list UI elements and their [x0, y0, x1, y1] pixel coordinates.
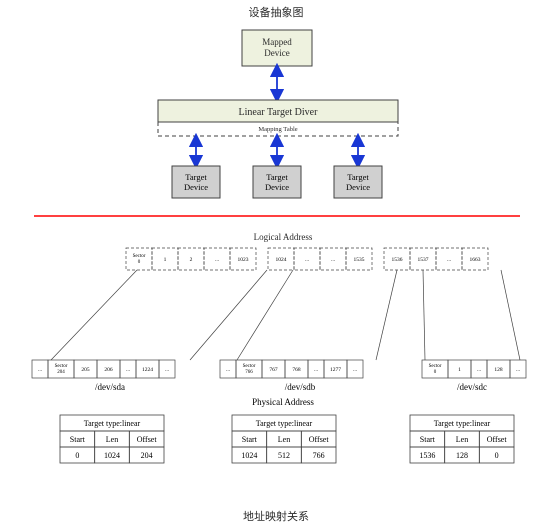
- svg-text:...: ...: [516, 367, 521, 373]
- cell: [48, 360, 74, 378]
- dev-sda-row: ... Sector204 205 206... 1224...: [32, 360, 175, 378]
- mapping-table-label: Mapping Table: [258, 126, 297, 133]
- svg-text:Offset: Offset: [487, 435, 508, 444]
- svg-text:Start: Start: [242, 435, 258, 444]
- svg-text:128: 128: [494, 367, 503, 373]
- svg-text:Sector0: Sector0: [133, 254, 146, 265]
- svg-text:1024: 1024: [104, 451, 120, 460]
- svg-text:766: 766: [313, 451, 325, 460]
- physical-address-label: Physical Address: [252, 397, 314, 407]
- svg-text:Target type:linear: Target type:linear: [434, 419, 491, 428]
- svg-text:1: 1: [164, 257, 167, 263]
- svg-text:Sector0: Sector0: [429, 364, 442, 375]
- svg-text:Start: Start: [420, 435, 436, 444]
- svg-text:767: 767: [269, 367, 278, 373]
- title-bottom: 地址映射关系: [243, 509, 309, 523]
- dev-sdb-row: ... Sector766 767 768... 1277...: [220, 360, 363, 378]
- dev-sdc-row: Sector0 1... 128...: [422, 360, 526, 378]
- svg-text:Start: Start: [70, 435, 86, 444]
- dev-sdb-label: /dev/sdb: [285, 382, 316, 392]
- svg-text:Offset: Offset: [309, 435, 330, 444]
- svg-text:512: 512: [278, 451, 290, 460]
- svg-text:...: ...: [447, 257, 452, 263]
- logical-address-label: Logical Address: [254, 232, 313, 242]
- svg-text:Target type:linear: Target type:linear: [256, 419, 313, 428]
- svg-text:1224: 1224: [142, 367, 153, 373]
- svg-text:1536: 1536: [419, 451, 435, 460]
- svg-text:Len: Len: [456, 435, 468, 444]
- svg-text:1663: 1663: [470, 257, 481, 263]
- cell: [126, 248, 152, 270]
- mapped-device-label: MappedDevice: [262, 37, 292, 58]
- svg-text:...: ...: [38, 367, 43, 373]
- svg-text:...: ...: [126, 367, 131, 373]
- target-device-3: TargetDevice: [334, 166, 382, 198]
- svg-text:...: ...: [305, 257, 310, 263]
- svg-text:Sector204: Sector204: [55, 364, 68, 375]
- svg-text:1024: 1024: [276, 257, 287, 263]
- svg-text:Len: Len: [106, 435, 118, 444]
- mapping-lines: [51, 270, 520, 360]
- svg-text:Target type:linear: Target type:linear: [84, 419, 141, 428]
- linear-driver-label: Linear Target Diver: [239, 107, 319, 118]
- mapping-table-1: Target type:linear Start Len Offset 1024 512 7…: [232, 415, 336, 463]
- mapping-table-2: Target type:linear Start Len Offset 1536 128 0: [410, 415, 514, 463]
- cell: [422, 360, 448, 378]
- svg-text:Len: Len: [278, 435, 290, 444]
- dev-sda-label: /dev/sda: [95, 382, 125, 392]
- svg-text:1536: 1536: [392, 257, 403, 263]
- svg-text:TargetDevice: TargetDevice: [265, 172, 289, 192]
- svg-text:TargetDevice: TargetDevice: [184, 172, 208, 192]
- svg-text:1: 1: [458, 367, 461, 373]
- svg-text:1537: 1537: [418, 257, 429, 263]
- svg-text:768: 768: [292, 367, 301, 373]
- svg-text:...: ...: [165, 367, 170, 373]
- svg-text:...: ...: [226, 367, 231, 373]
- svg-text:Sector766: Sector766: [243, 364, 256, 375]
- svg-text:...: ...: [314, 367, 319, 373]
- logical-address-row: Sector0 1 2... 1023 1024...... 1535 1536 1537..…: [126, 248, 488, 270]
- svg-text:Offset: Offset: [137, 435, 158, 444]
- svg-text:1023: 1023: [238, 257, 249, 263]
- svg-text:1024: 1024: [241, 451, 257, 460]
- dev-sdc-label: /dev/sdc: [457, 382, 487, 392]
- target-device-2: TargetDevice: [253, 166, 301, 198]
- cell: [236, 360, 262, 378]
- mapping-table-0: Target type:linear Start Len Offset 0 1024 204: [60, 415, 164, 463]
- svg-text:205: 205: [81, 367, 90, 373]
- svg-text:...: ...: [477, 367, 482, 373]
- svg-text:...: ...: [331, 257, 336, 263]
- svg-text:...: ...: [215, 257, 220, 263]
- svg-text:0: 0: [75, 451, 79, 460]
- svg-text:128: 128: [456, 451, 468, 460]
- svg-text:...: ...: [353, 367, 358, 373]
- svg-text:204: 204: [141, 451, 153, 460]
- svg-text:1535: 1535: [354, 257, 365, 263]
- target-device-1: TargetDevice: [172, 166, 220, 198]
- svg-text:2: 2: [190, 257, 193, 263]
- svg-text:0: 0: [495, 451, 499, 460]
- svg-text:1277: 1277: [330, 367, 341, 373]
- title-top: 设备抽象图: [249, 5, 304, 19]
- svg-text:206: 206: [104, 367, 113, 373]
- svg-text:TargetDevice: TargetDevice: [346, 172, 370, 192]
